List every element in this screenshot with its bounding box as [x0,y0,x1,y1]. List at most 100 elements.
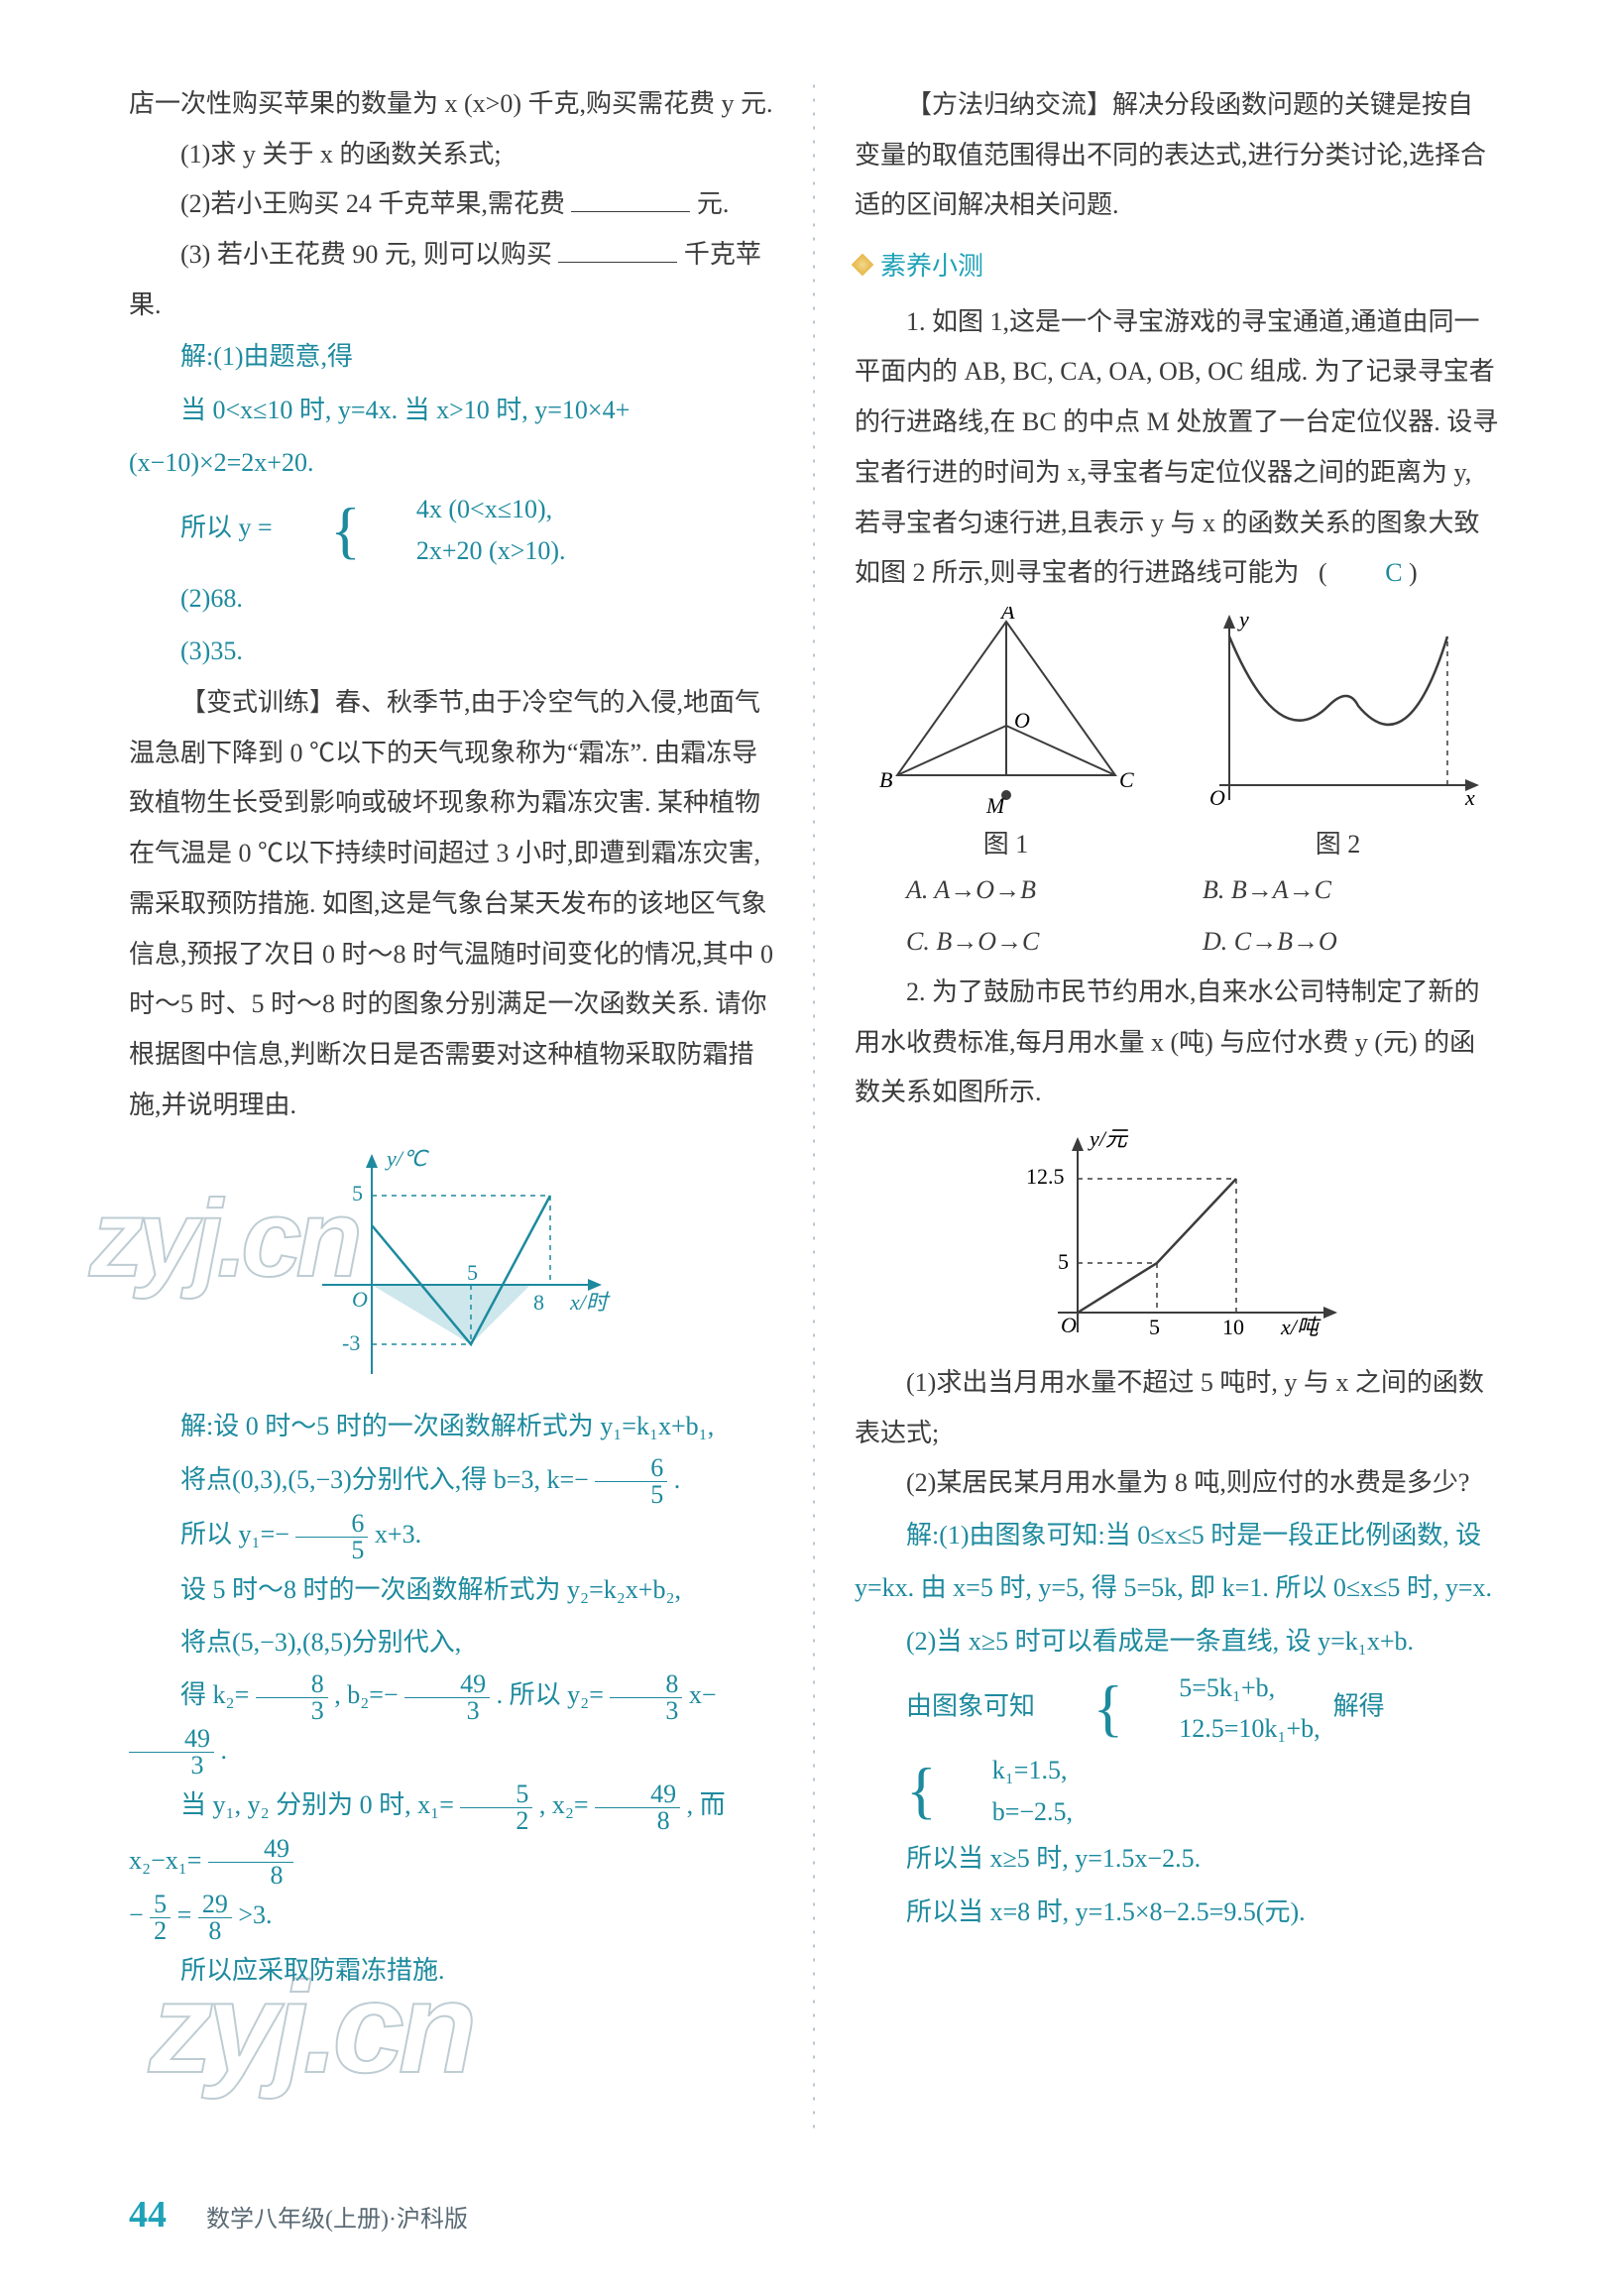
t: b=−2.5, [941,1791,1073,1833]
page: 店一次性购买苹果的数量为 x (x>0) 千克,购买需花费 y 元. (1)求 … [0,0,1609,2296]
brace-icon: { [855,1772,937,1809]
sol1-a3: (3)35. [129,625,773,677]
diamond-icon [852,254,874,277]
solr-l2: (2)当 x≥5 时可以看成是一条直线, 设 y=k₁x+b. [855,1615,1499,1667]
option-d[interactable]: D. C→B→O [1203,916,1499,968]
n: 5 [150,1892,171,1918]
sol2-l6: 得 k₂= 83 , b₂=− 493 . 所以 y₂= 83 x− 493 . [129,1668,773,1779]
d: 8 [208,1863,293,1889]
solr-l1: 解:(1)由图象可知:当 0≤x≤5 时是一段正比例函数, 设 y=kx. 由 … [855,1509,1499,1615]
d: 8 [595,1808,680,1834]
n: 49 [208,1836,293,1863]
sol2-l2a: 将点(0,3),(5,−3)分别代入,得 b=3, k=− [180,1465,589,1494]
q2-text-b: 元. [697,189,730,218]
frac-d: 5 [295,1538,368,1563]
n: 49 [404,1671,490,1698]
svg-text:x: x [1464,785,1475,810]
svg-text:C: C [1119,767,1134,792]
t: 5=5k₁+b, [1127,1667,1320,1709]
q2-sub1: (1)求出当月用水量不超过 5 吨时, y 与 x 之间的函数表达式; [855,1358,1499,1458]
solution-2: 解:设 0 时～5 时的一次函数解析式为 y₁=k₁x+b₁, 将点(0,3),… [129,1400,773,1997]
svg-text:-3: -3 [342,1330,360,1355]
svg-text:5: 5 [1149,1315,1160,1339]
page-footer: 44 数学八年级(上册)·沪科版 [129,2193,468,2237]
brace-icon: { [279,512,361,549]
q2-sub2: (2)某居民某月用水量为 8 吨,则应付的水费是多少? [855,1458,1499,1509]
temperature-svg: y/℃ x/时 5 -3 O 5 8 [273,1136,630,1394]
solution-right: 解:(1)由图象可知:当 0≤x≤5 时是一段正比例函数, 设 y=kx. 由 … [855,1509,1499,1938]
sol2-l1: 解:设 0 时～5 时的一次函数解析式为 y₁=k₁x+b₁, [129,1400,773,1452]
t: >3. [238,1900,272,1929]
svg-text:M: M [985,793,1006,815]
d: 3 [129,1753,214,1779]
sol2-l8: − 52 = 298 >3. [129,1889,773,1944]
chart-water: O 5 10 5 12.5 y/元 x/吨 [855,1124,1499,1352]
question-2: (2)若小王购买 24 千克苹果,需花费 元. [129,179,773,230]
fig1-caption: 图 1 [867,824,1145,861]
svg-text:5: 5 [467,1260,478,1285]
svg-text:8: 8 [533,1290,544,1315]
d: 2 [460,1808,532,1834]
sol2-l9: 所以应采取防霜冻措施. [129,1944,773,1997]
figure-2: O x y 图 2 [1190,607,1487,861]
d: 3 [256,1698,328,1724]
svg-text:12.5: 12.5 [1026,1164,1065,1189]
section-title-text: 素养小测 [880,251,983,281]
water-svg: O 5 10 5 12.5 y/元 x/吨 [998,1124,1355,1352]
t: x− [689,1680,717,1709]
curve-svg: O x y [1190,607,1487,815]
solr-l3: 由图象可知 { 5=5k₁+b, 12.5=10k₁+b, 解得 { k₁=1.… [855,1667,1499,1832]
sol2-l4: 设 5 时～8 时的一次函数解析式为 y₂=k₂x+b₂, [129,1563,773,1616]
svg-text:5: 5 [1058,1249,1069,1274]
q2-text-a: (2)若小王购买 24 千克苹果,需花费 [180,189,565,218]
option-a[interactable]: A. A→O→B [906,864,1203,916]
option-b[interactable]: B. B→A→C [1203,864,1499,916]
q1-text: 1. 如图 1,这是一个寻宝游戏的寻宝通道,通道由同一平面内的 AB, BC, … [855,297,1499,599]
n: 5 [460,1781,532,1808]
n: 8 [610,1671,682,1698]
method-label: 【方法归纳交流】 [906,89,1112,119]
svg-text:O: O [1014,708,1030,733]
svg-text:y/℃: y/℃ [385,1146,429,1171]
n: 49 [129,1726,214,1753]
chart-temperature: y/℃ x/时 5 -3 O 5 8 zyj.cn [129,1136,773,1394]
svg-text:B: B [879,767,892,792]
sol2-l3: 所以 y₁=− 65 x+3. [129,1508,773,1563]
solr-l4: 所以当 x≥5 时, y=1.5x−2.5. [855,1832,1499,1885]
blank-2[interactable] [558,231,677,263]
columns: 店一次性购买苹果的数量为 x (x>0) 千克,购买需花费 y 元. (1)求 … [129,79,1520,2131]
frac-n: 6 [295,1511,368,1538]
variant-text: 春、秋季节,由于冷空气的入侵,地面气温急剧下降到 0 ℃以下的天气现象称为“霜冻… [129,688,773,1119]
d: 8 [198,1918,232,1944]
brace1-bot: 2x+20 (x>10). [365,530,566,572]
t: , x₂= [539,1790,589,1819]
n: 29 [198,1892,232,1918]
t: , b₂=− [334,1680,398,1709]
blank-1[interactable] [571,180,690,212]
sol2-l7: 当 y₁, y₂ 分别为 0 时, x₁= 52 , x₂= 498 , 而 x… [129,1779,773,1889]
brace-group-3: { k₁=1.5, b=−2.5, [855,1750,1073,1832]
q1-options: A. A→O→B B. B→A→C C. B→O→C D. C→B→O [906,864,1499,968]
page-number: 44 [129,2193,167,2237]
t: . [221,1736,228,1765]
svg-text:x/时: x/时 [569,1290,611,1315]
figure-1: A B C O M 图 1 [867,607,1145,861]
sol2-l3b: x+3. [375,1520,421,1549]
variant-paragraph: 【变式训练】春、秋季节,由于冷空气的入侵,地面气温急剧下降到 0 ℃以下的天气现… [129,677,773,1130]
triangle-svg: A B C O M [867,607,1145,815]
frac-d: 5 [595,1482,667,1508]
t: 得 k₂= [180,1680,249,1709]
intro-text: 店一次性购买苹果的数量为 x (x>0) 千克,购买需花费 y 元. [129,79,773,130]
t: 解得 [1333,1691,1385,1720]
fig2-caption: 图 2 [1190,824,1487,861]
solr-l5: 所以当 x=8 时, y=1.5×8−2.5=9.5(元). [855,1886,1499,1938]
option-c[interactable]: C. B→O→C [906,916,1203,968]
d: 3 [404,1698,490,1724]
svg-text:x/吨: x/吨 [1280,1315,1322,1339]
variant-label: 【变式训练】 [180,687,335,717]
svg-text:y: y [1237,607,1249,631]
sol2-l5: 将点(5,−3),(8,5)分别代入, [129,1616,773,1668]
section-title: 素养小测 [855,241,1499,291]
frac-n: 6 [595,1455,667,1482]
column-divider [813,79,815,2131]
